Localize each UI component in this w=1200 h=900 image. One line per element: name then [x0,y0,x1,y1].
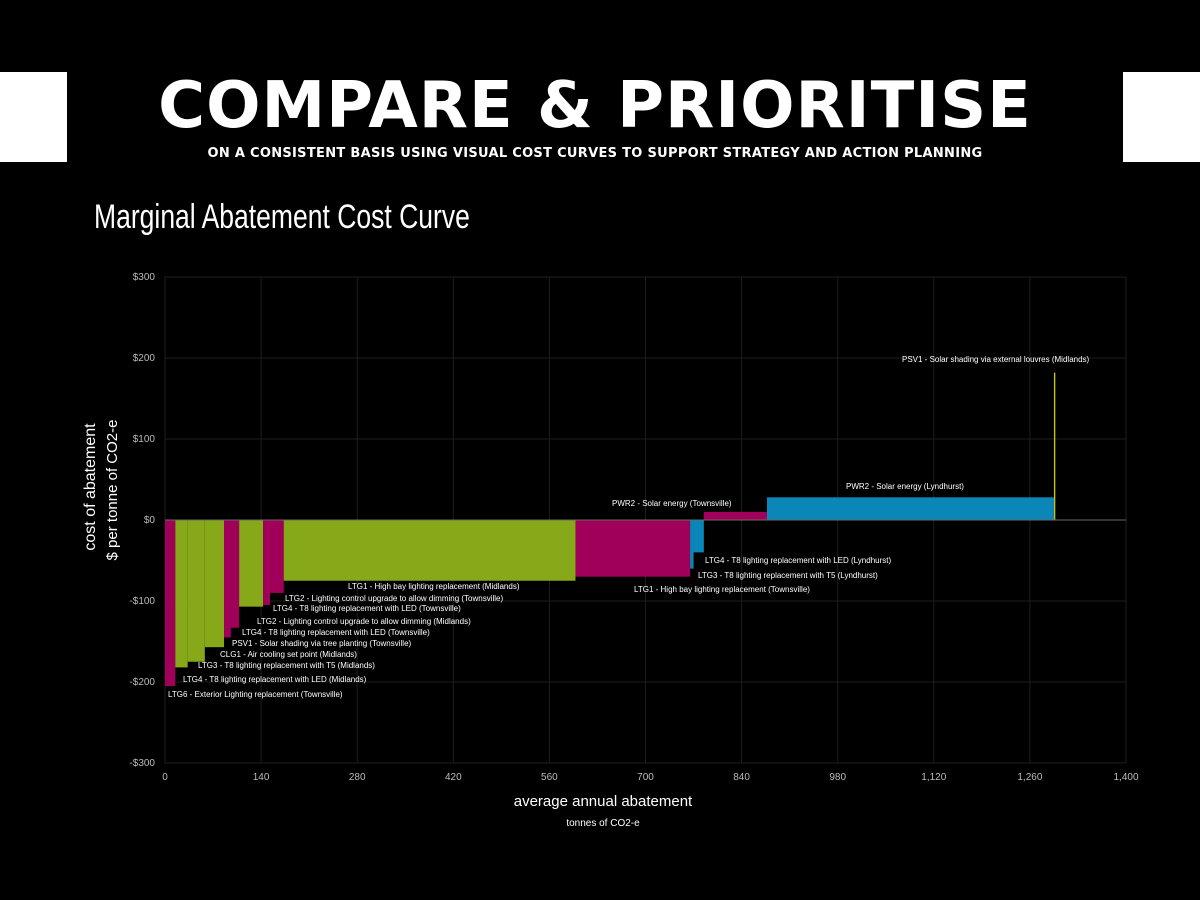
headline: COMPARE & PRIORITISE [158,69,1032,143]
x-tick-label: 560 [541,772,558,783]
banner: COMPARE & PRIORITISE ON A CONSISTENT BAS… [67,69,1123,162]
y-tick-label: $300 [133,272,156,283]
banner-left-block [0,72,67,162]
y-tick-label: -$200 [129,677,155,688]
banner-right-block [1123,72,1200,162]
mac-bar [693,520,704,553]
bar-label: LTG3 - T8 lighting replacement with T5 (… [198,661,375,670]
mac-bar [175,520,188,668]
y-tick-label: -$100 [129,596,155,607]
bar-label: LTG1 - High bay lighting replacement (To… [634,585,810,594]
bar-label: PSV1 - Solar shading via tree planting (… [232,639,412,648]
bar-label: LTG6 - Exterior Lighting replacement (To… [168,690,343,699]
bar-label: LTG4 - T8 lighting replacement with LED … [242,628,430,637]
chart-title: Marginal Abatement Cost Curve [94,198,470,236]
bar-label: LTG2 - Lighting control upgrade to allow… [257,617,471,626]
bar-label: LTG1 - High bay lighting replacement (Mi… [348,582,520,591]
x-tick-label: 980 [829,772,846,783]
x-axis-ticks: 0 140 280 420 560 700 840 980 1,120 1,260 1,400 [162,772,1139,783]
mac-bar [1053,372,1056,520]
y-axis-label: cost of abatement [82,423,99,551]
mac-bar [204,520,225,648]
y-tick-label: -$300 [129,758,155,769]
x-tick-label: 0 [162,772,168,783]
x-tick-label: 840 [733,772,750,783]
bar-label: LTG4 - T8 lighting replacement with LED … [183,675,367,684]
mac-bar [703,511,767,520]
bar-label: PWR2 - Solar energy (Townsville) [612,499,732,508]
bar-label: PSV1 - Solar shading via external louvre… [902,355,1090,364]
mac-bar [263,520,271,606]
bar-labels: LTG6 - Exterior Lighting replacement (To… [168,355,1090,699]
bar-label: LTG3 - T8 lighting replacement with T5 (… [698,571,878,580]
x-axis-unit: tonnes of CO2-e [566,818,640,829]
x-axis-label: average annual abatement [514,793,693,810]
x-tick-label: 280 [349,772,366,783]
mac-bar [766,497,1054,520]
mac-bar [224,520,231,638]
mac-bar [690,520,694,569]
x-tick-label: 140 [253,772,270,783]
mac-bar [230,520,240,628]
x-tick-label: 1,400 [1113,772,1138,783]
bar-label: LTG4 - T8 lighting replacement with LED … [705,556,891,565]
mac-bar [575,520,691,577]
bars [165,372,1056,687]
bar-label: LTG2 - Lighting control upgrade to allow… [285,594,504,603]
y-axis-unit: $ per tonne of CO2-e [104,420,121,561]
x-tick-label: 700 [637,772,654,783]
mac-bar [283,520,576,581]
subheading: ON A CONSISTENT BASIS USING VISUAL COST … [207,146,983,161]
x-tick-label: 1,120 [921,772,946,783]
y-tick-label: $200 [133,353,156,364]
grid [164,276,1127,764]
bar-label: PWR2 - Solar energy (Lyndhurst) [846,482,964,491]
mac-bar [270,520,284,593]
x-tick-label: 420 [445,772,462,783]
x-tick-label: 1,260 [1017,772,1042,783]
y-tick-label: $0 [144,515,156,526]
y-tick-label: $100 [133,434,156,445]
bar-label: CLG1 - Air cooling set point (Midlands) [220,650,357,659]
mac-bar [187,520,205,662]
y-axis-ticks: $300 $200 $100 $0 -$100 -$200 -$300 [129,272,155,769]
mac-bar [239,520,264,607]
bar-label: LTG4 - T8 lighting replacement with LED … [273,604,461,613]
mac-bar [165,520,176,687]
